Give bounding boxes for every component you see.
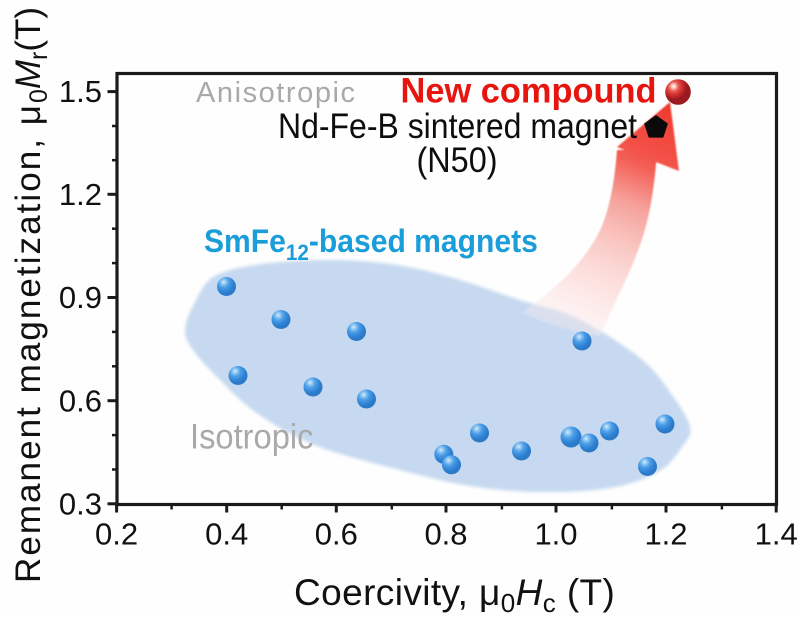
svg-text:Coercivity, μ0Hc (T): Coercivity, μ0Hc (T) bbox=[294, 572, 615, 617]
svg-text:Anisotropic: Anisotropic bbox=[196, 77, 355, 109]
svg-text:Isotropic: Isotropic bbox=[190, 418, 314, 457]
svg-text:Remanent magnetization, μ0Mr(T: Remanent magnetization, μ0Mr(T) bbox=[9, 7, 53, 583]
svg-text:1.5: 1.5 bbox=[59, 74, 102, 109]
svg-text:1.4: 1.4 bbox=[755, 517, 798, 552]
svg-text:0.3: 0.3 bbox=[59, 486, 102, 521]
svg-text:1.2: 1.2 bbox=[644, 517, 687, 552]
svg-text:SmFe12-based magnets: SmFe12-based magnets bbox=[204, 223, 538, 265]
svg-text:0.4: 0.4 bbox=[205, 517, 248, 552]
svg-text:(N50): (N50) bbox=[417, 141, 498, 180]
svg-text:0.8: 0.8 bbox=[424, 517, 467, 552]
svg-text:Nd-Fe-B sintered magnet: Nd-Fe-B sintered magnet bbox=[278, 107, 637, 146]
svg-text:0.2: 0.2 bbox=[95, 517, 138, 552]
svg-text:New compound: New compound bbox=[401, 72, 657, 111]
svg-text:1.2: 1.2 bbox=[59, 177, 102, 212]
svg-text:0.6: 0.6 bbox=[59, 383, 102, 418]
svg-text:0.6: 0.6 bbox=[315, 517, 358, 552]
svg-text:0.9: 0.9 bbox=[59, 280, 102, 315]
svg-text:1.0: 1.0 bbox=[534, 517, 577, 552]
